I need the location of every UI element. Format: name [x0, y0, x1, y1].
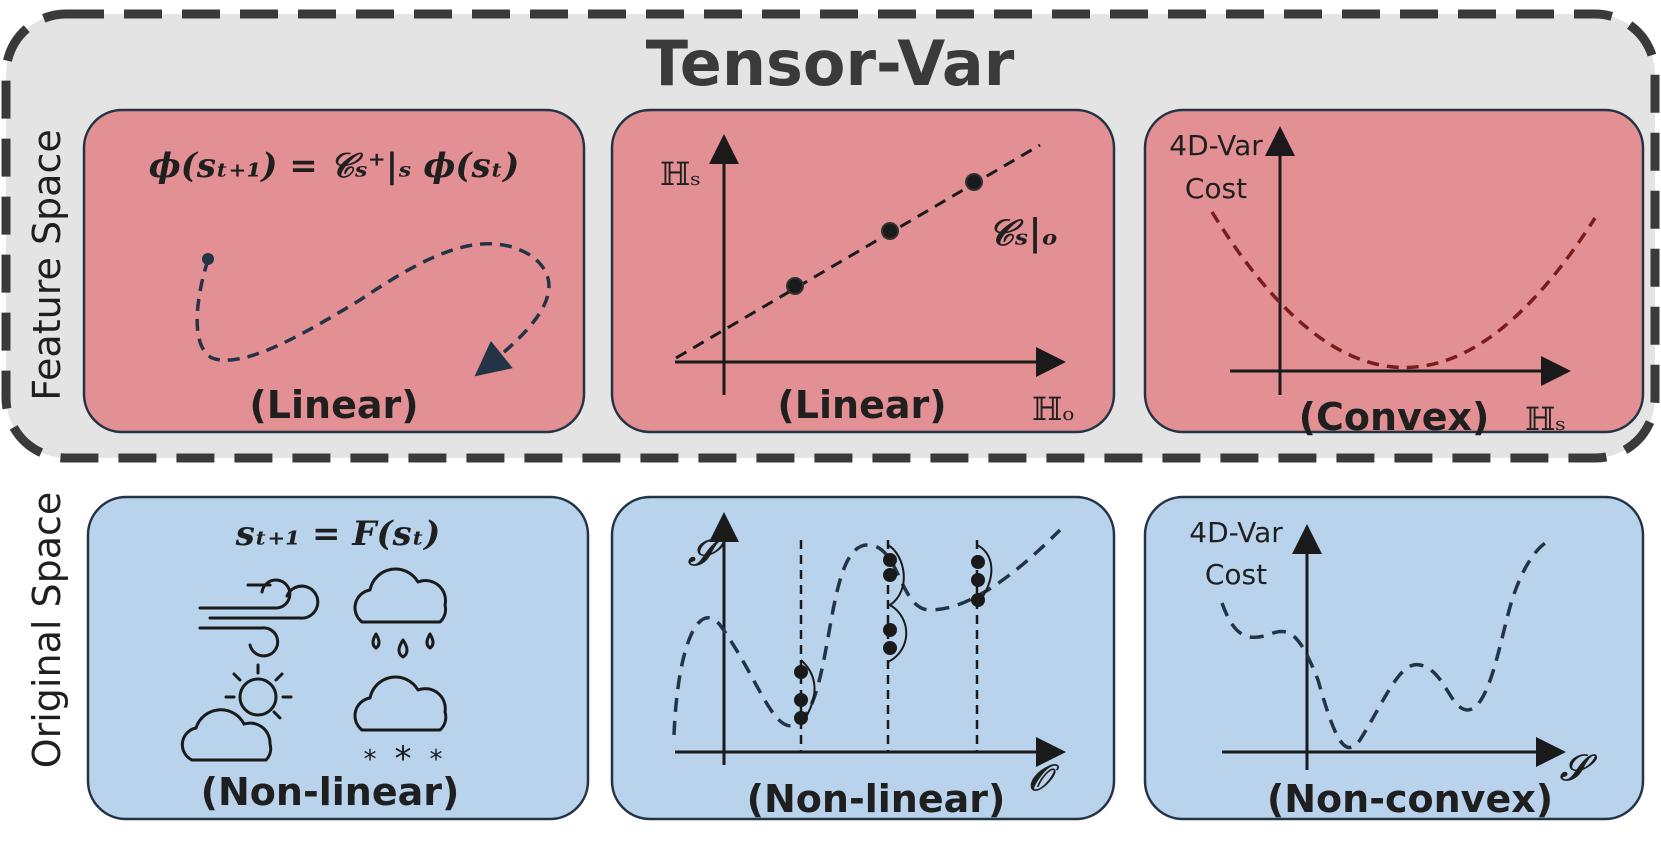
panel-caption: (Linear) [249, 383, 418, 427]
panel-caption: (Non-linear) [747, 777, 1006, 821]
latent-trajectory-curve [195, 241, 551, 377]
feature-panel-convex-cost: 4D-Var Cost ℍₛ (Convex) [1143, 108, 1645, 439]
snow-cloud-icon: * * * [353, 675, 448, 779]
y-axis-label: ℍₛ [660, 155, 701, 193]
cost-label-line1: 4D-Var [1189, 516, 1283, 549]
cost-label-line1: 4D-Var [1169, 129, 1263, 162]
panel-caption: (Convex) [1299, 395, 1490, 439]
panel-background [1143, 108, 1645, 434]
panel-caption: (Non-convex) [1267, 777, 1553, 821]
feature-panel-dynamics: ϕ(sₜ₊₁) = 𝒞ₛ⁺|ₛ ϕ(sₜ) (Linear) [82, 108, 586, 434]
feature-space-label: Feature Space [25, 129, 69, 400]
feature-panel-observation: ℍₛ ℍₒ 𝒞ₛ|ₒ (Linear) [610, 108, 1116, 434]
nonconvex-cost-curve [1220, 538, 1551, 750]
nonlinear-observation-curve [672, 528, 1062, 736]
panel-caption: (Linear) [777, 383, 946, 427]
wind-icon [198, 578, 320, 658]
original-panel-dynamics: sₜ₊₁ = F(sₜ) * [86, 495, 590, 821]
original-dynamics-equation: sₜ₊₁ = F(sₜ) [235, 514, 441, 554]
trajectory-start-point [202, 253, 214, 265]
x-axis-label: ℍₒ [1032, 390, 1075, 428]
svg-text:*: * [364, 745, 377, 775]
cost-label-line2: Cost [1205, 558, 1267, 591]
panel-background [1143, 495, 1645, 821]
sample-point [786, 277, 804, 295]
rain-cloud-icon [353, 567, 448, 659]
svg-text:*: * [395, 739, 412, 779]
feature-dynamics-equation: ϕ(sₜ₊₁) = 𝒞ₛ⁺|ₛ ϕ(sₜ) [149, 146, 520, 186]
observation-points [794, 553, 985, 725]
x-axis-label: ℍₛ [1525, 400, 1566, 438]
svg-text:*: * [430, 745, 443, 775]
original-panel-nonconvex-cost: 4D-Var Cost 𝒮 (Non-convex) [1143, 495, 1645, 821]
observation-operator-label: 𝒞ₛ|ₒ [988, 212, 1058, 254]
original-panel-observation: 𝒮 𝒪 (Non-linear) [610, 495, 1116, 821]
cost-label-line2: Cost [1185, 172, 1247, 205]
sun-behind-cloud-icon [180, 663, 293, 762]
sample-point [881, 222, 899, 240]
diagram-title: Tensor-Var [646, 27, 1015, 100]
panel-caption: (Non-linear) [201, 770, 460, 814]
panel-background [82, 108, 586, 434]
convex-cost-curve [1210, 211, 1597, 370]
panel-background [610, 108, 1116, 434]
original-space-label: Original Space [25, 492, 69, 769]
panel-background [610, 495, 1116, 821]
sample-point [965, 173, 983, 191]
